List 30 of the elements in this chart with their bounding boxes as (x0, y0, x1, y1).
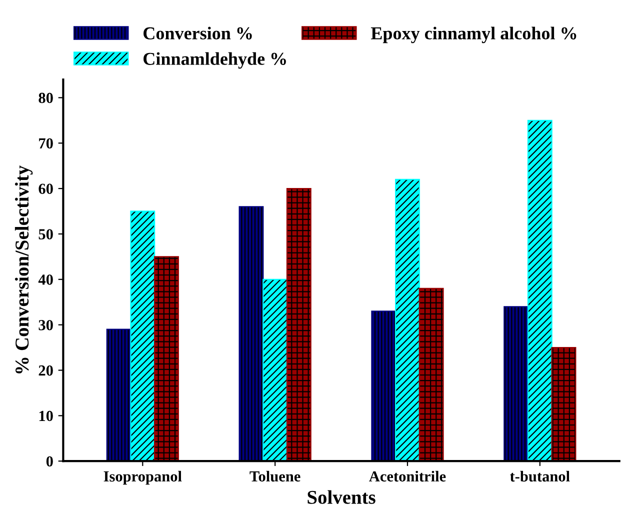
bar (286, 188, 312, 462)
y-tick-label: 40 (38, 274, 53, 285)
bar (527, 120, 552, 462)
y-tick-label: 60 (38, 184, 53, 194)
bar (130, 210, 156, 462)
y-tick-label: 10 (39, 410, 53, 422)
y-tick-label: 20 (38, 365, 53, 376)
bar (238, 206, 264, 462)
y-tick-label: 70 (39, 138, 53, 149)
bar (551, 346, 576, 462)
bar (106, 328, 132, 462)
bar (262, 278, 288, 462)
bar (395, 178, 420, 462)
y-tick-label: 30 (38, 320, 53, 330)
bar (418, 288, 444, 462)
y-tick-label: 50 (38, 229, 53, 240)
y-axis-title: % Conversion/Selectivity (14, 165, 33, 374)
x-axis-title: Solvents (308, 490, 376, 504)
legend-label: Cinnamldehyde % (144, 52, 286, 69)
x-tick-label: Toluene (250, 470, 300, 482)
bar (154, 256, 179, 462)
legend-label: Epoxy cinnamyl alcohol % (370, 26, 576, 44)
bar (371, 310, 396, 462)
x-tick-label: Acetonitrile (369, 470, 446, 482)
legend-label: Conversion % (144, 26, 252, 40)
x-tick-label: t-butanol (510, 470, 570, 482)
y-tick-label: 80 (38, 92, 53, 104)
bar (504, 306, 529, 462)
y-tick-label: 0 (46, 456, 53, 467)
x-tick-label: Isopropanol (104, 470, 182, 485)
